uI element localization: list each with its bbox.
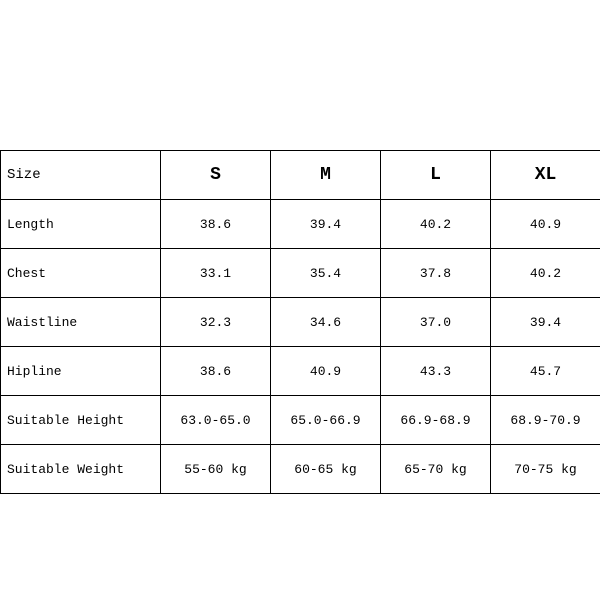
cell: 40.2 [381, 200, 491, 249]
row-label-waistline: Waistline [1, 298, 161, 347]
cell: 37.8 [381, 249, 491, 298]
cell: 33.1 [161, 249, 271, 298]
row-label-height: Suitable Height [1, 396, 161, 445]
header-size-label: Size [1, 151, 161, 200]
cell: 35.4 [271, 249, 381, 298]
cell: 68.9-70.9 [491, 396, 600, 445]
cell: 63.0-65.0 [161, 396, 271, 445]
size-chart-container: Size S M L XL Length 38.6 39.4 40.2 40.9… [0, 0, 600, 600]
cell: 40.2 [491, 249, 600, 298]
table-header-row: Size S M L XL [1, 151, 600, 200]
cell: 40.9 [271, 347, 381, 396]
cell: 40.9 [491, 200, 600, 249]
header-size-l: L [381, 151, 491, 200]
header-size-xl: XL [491, 151, 600, 200]
cell: 38.6 [161, 200, 271, 249]
cell: 32.3 [161, 298, 271, 347]
table-row: Chest 33.1 35.4 37.8 40.2 [1, 249, 600, 298]
cell: 66.9-68.9 [381, 396, 491, 445]
table-row: Waistline 32.3 34.6 37.0 39.4 [1, 298, 600, 347]
cell: 39.4 [271, 200, 381, 249]
table-row: Suitable Height 63.0-65.0 65.0-66.9 66.9… [1, 396, 600, 445]
cell: 45.7 [491, 347, 600, 396]
cell: 70-75 kg [491, 445, 600, 494]
cell: 65-70 kg [381, 445, 491, 494]
cell: 60-65 kg [271, 445, 381, 494]
header-size-m: M [271, 151, 381, 200]
size-chart-table: Size S M L XL Length 38.6 39.4 40.2 40.9… [0, 150, 600, 494]
cell: 37.0 [381, 298, 491, 347]
row-label-length: Length [1, 200, 161, 249]
table-row: Suitable Weight 55-60 kg 60-65 kg 65-70 … [1, 445, 600, 494]
row-label-weight: Suitable Weight [1, 445, 161, 494]
cell: 43.3 [381, 347, 491, 396]
row-label-hipline: Hipline [1, 347, 161, 396]
row-label-chest: Chest [1, 249, 161, 298]
table-row: Hipline 38.6 40.9 43.3 45.7 [1, 347, 600, 396]
cell: 34.6 [271, 298, 381, 347]
cell: 39.4 [491, 298, 600, 347]
cell: 55-60 kg [161, 445, 271, 494]
cell: 65.0-66.9 [271, 396, 381, 445]
header-size-s: S [161, 151, 271, 200]
cell: 38.6 [161, 347, 271, 396]
table-row: Length 38.6 39.4 40.2 40.9 [1, 200, 600, 249]
